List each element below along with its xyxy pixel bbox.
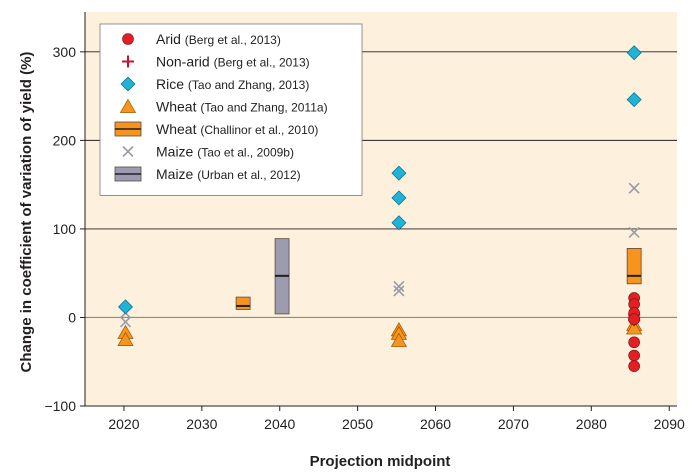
legend-citation: (Challinor et al., 2010): [200, 123, 318, 137]
box-maize_urban: [274, 238, 290, 315]
legend-item-nonarid: Non-arid (Berg et al., 2013): [122, 54, 310, 70]
legend-series-name: Non-arid: [156, 54, 214, 70]
x-axis-title: Projection midpoint: [310, 453, 451, 470]
point-rice: [626, 45, 642, 61]
point-arid: [628, 336, 640, 349]
x-tick-label: 2030: [186, 416, 217, 432]
legend-label: Non-arid (Berg et al., 2013): [156, 54, 310, 70]
y-tick-label: −100: [44, 398, 76, 414]
legend-series-name: Wheat: [156, 121, 200, 137]
point-rice: [391, 215, 407, 231]
x-tick-label: 2070: [498, 416, 529, 432]
legend-citation: (Berg et al., 2013): [214, 56, 310, 70]
legend-label: Maize (Tao et al., 2009b): [156, 144, 294, 160]
point-maize_tao: [628, 226, 640, 239]
axes: [80, 12, 677, 411]
x-tick-label: 2090: [654, 416, 685, 432]
tick-labels: 300 200 100 0 −100 2020 2030 2040 2050 2060 2070 20…: [44, 44, 685, 432]
point-maize_tao: [393, 280, 405, 293]
legend-marker: [119, 98, 137, 113]
point-wheat_tao: [390, 332, 408, 347]
point-arid: [628, 349, 640, 362]
x-tick-label: 2060: [420, 416, 451, 432]
legend-item-maize_urban: Maize (Urban et al., 2012): [114, 166, 301, 182]
box-range: [626, 247, 642, 285]
x-tick-label: 2020: [108, 416, 139, 432]
legend-label: Rice (Tao and Zhang, 2013): [156, 76, 309, 92]
legend-citation: (Tao and Zhang, 2011a): [200, 101, 327, 115]
legend-series-name: Maize: [156, 166, 197, 182]
legend-item-maize_tao: Maize (Tao et al., 2009b): [122, 144, 294, 160]
legend: Arid (Berg et al., 2013)Non-arid (Berg e…: [99, 23, 363, 196]
y-tick-label: 200: [53, 132, 77, 148]
point-rice: [118, 299, 133, 315]
x-tick-label: 2050: [342, 416, 373, 432]
point-maize_tao: [628, 182, 640, 194]
legend-marker: [122, 55, 134, 68]
legend-citation: (Tao and Zhang, 2013): [188, 78, 309, 92]
point-wheat_tao: [626, 320, 643, 335]
box-wheat_challinor: [235, 296, 251, 310]
legend-label: Wheat (Tao and Zhang, 2011a): [156, 99, 328, 115]
legend-item-arid: Arid (Berg et al., 2013): [122, 31, 281, 47]
point-rice: [391, 190, 407, 206]
legend-box: [99, 23, 363, 196]
x-tick-label: 2080: [576, 416, 607, 432]
legend-label: Arid (Berg et al., 2013): [156, 31, 281, 47]
legend-series-name: Rice: [156, 76, 188, 92]
legend-label: Wheat (Challinor et al., 2010): [156, 121, 318, 137]
point-wheat_tao: [117, 331, 134, 346]
legend-item-wheat_challinor: Wheat (Challinor et al., 2010): [114, 121, 318, 137]
box-range: [235, 296, 251, 310]
legend-citation: (Urban et al., 2012): [197, 168, 300, 182]
data-marks: [117, 45, 643, 372]
legend-series-name: Arid: [156, 31, 185, 47]
legend-item-wheat_tao: Wheat (Tao and Zhang, 2011a): [119, 98, 328, 115]
legend-citation: (Berg et al., 2013): [185, 33, 281, 47]
legend-series-name: Maize: [156, 144, 197, 160]
point-maize_tao: [393, 285, 405, 297]
point-arid: [628, 313, 640, 326]
point-rice: [626, 92, 642, 108]
legend-marker: [122, 145, 134, 158]
y-tick-label: 0: [68, 309, 76, 325]
legend-item-rice: Rice (Tao and Zhang, 2013): [120, 76, 309, 92]
y-tick-label: 100: [53, 221, 77, 237]
box-wheat_challinor: [626, 247, 642, 285]
legend-label: Maize (Urban et al., 2012): [156, 166, 301, 182]
legend-citation: (Tao et al., 2009b): [197, 146, 294, 160]
legend-series-name: Wheat: [156, 99, 200, 115]
legend-marker: [122, 33, 134, 45]
x-tick-label: 2040: [264, 416, 295, 432]
y-tick-label: 300: [53, 44, 77, 60]
y-axis-title: Change in coefficient of variation of yi…: [18, 52, 35, 373]
legend-marker: [120, 76, 136, 92]
point-maize_tao: [119, 316, 132, 328]
point-rice: [391, 165, 407, 181]
point-arid: [628, 360, 640, 372]
